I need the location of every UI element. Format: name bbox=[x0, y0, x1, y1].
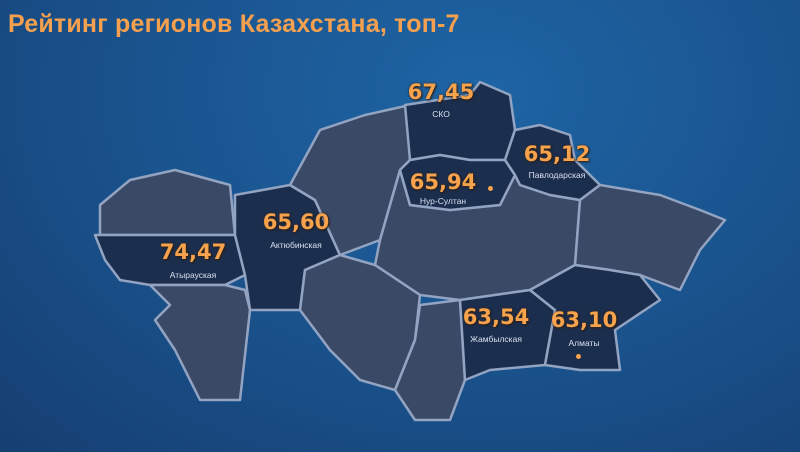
value-atyrau: 74,47 bbox=[159, 240, 227, 264]
label-zhambyl: Жамбылская bbox=[470, 334, 522, 344]
value-nur-sultan: 65,94 bbox=[409, 170, 477, 194]
region-almaty[interactable] bbox=[528, 263, 662, 372]
label-sko: СКО bbox=[432, 109, 450, 119]
value-zhambyl: 63,54 bbox=[462, 305, 530, 329]
label-nur-sultan: Нур-Султан bbox=[419, 196, 467, 206]
label-atyrau: Атырауская bbox=[169, 270, 217, 280]
capital-dot bbox=[488, 186, 493, 191]
label-pavlodar: Павлодарская bbox=[528, 170, 586, 180]
value-aktobe: 65,60 bbox=[262, 210, 330, 234]
value-almaty: 63,10 bbox=[550, 308, 618, 332]
page-title: Рейтинг регионов Казахстана, топ-7 bbox=[8, 10, 460, 38]
value-sko: 67,45 bbox=[407, 80, 475, 104]
region-west-kazakhstan bbox=[98, 168, 237, 237]
region-mangystau bbox=[148, 283, 252, 402]
label-aktobe: Актюбинская bbox=[270, 240, 322, 250]
label-almaty: Алматы bbox=[568, 338, 600, 348]
region-east-kazakhstan bbox=[573, 183, 727, 292]
city-dot-almaty bbox=[576, 354, 581, 359]
value-pavlodar: 65,12 bbox=[523, 142, 591, 166]
